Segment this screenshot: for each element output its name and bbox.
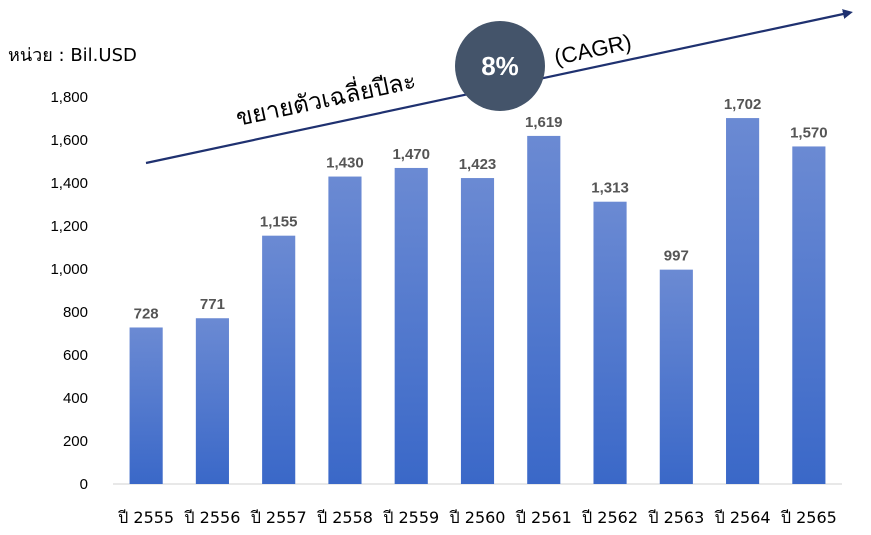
x-tick-label: ปี 2558 xyxy=(317,508,373,527)
bar xyxy=(726,118,760,484)
unit-label: หน่วย : Bil.USD xyxy=(8,45,137,66)
y-tick-label: 1,600 xyxy=(50,132,88,149)
y-tick-label: 800 xyxy=(63,304,88,321)
cagr-suffix: (CAGR) xyxy=(552,29,634,70)
data-label: 1,702 xyxy=(724,96,762,113)
y-tick-label: 1,200 xyxy=(50,218,88,235)
x-tick-label: ปี 2561 xyxy=(515,508,571,527)
data-label: 997 xyxy=(664,248,689,265)
x-tick-label: ปี 2562 xyxy=(582,508,638,527)
bar xyxy=(593,201,627,484)
x-tick-label: ปี 2560 xyxy=(449,508,505,527)
bar xyxy=(394,167,428,484)
cagr-value: 8% xyxy=(481,51,519,81)
data-label: 1,430 xyxy=(326,155,364,172)
x-tick-label: ปี 2564 xyxy=(714,508,770,527)
cagr-label: ขยายตัวเฉลี่ยปีละ xyxy=(233,63,419,131)
y-axis: 0 200 400 600 800 1,000 1,200 1,400 1,600 1,800 xyxy=(50,89,88,493)
cagr-badge xyxy=(455,21,545,111)
bar xyxy=(460,178,495,484)
data-label: 1,470 xyxy=(392,146,430,163)
bar xyxy=(195,318,229,484)
x-tick-label: ปี 2563 xyxy=(648,508,704,527)
y-tick-label: 1,800 xyxy=(50,89,88,106)
x-tick-label: ปี 2557 xyxy=(250,508,306,527)
data-label: 1,423 xyxy=(459,156,497,173)
y-tick-label: 600 xyxy=(63,347,88,364)
data-label: 728 xyxy=(134,305,159,322)
x-tick-label: ปี 2555 xyxy=(118,508,174,527)
bar xyxy=(262,235,296,484)
bar xyxy=(659,269,693,484)
y-tick-label: 0 xyxy=(80,476,88,493)
x-tick-label: ปี 2556 xyxy=(184,508,240,527)
bar xyxy=(129,327,163,484)
y-tick-label: 200 xyxy=(63,433,88,450)
y-tick-label: 1,400 xyxy=(50,175,88,192)
bar xyxy=(328,176,362,485)
data-label: 1,619 xyxy=(525,114,563,131)
data-label: 1,313 xyxy=(591,180,629,197)
y-tick-label: 1,000 xyxy=(50,261,88,278)
bar xyxy=(527,135,561,485)
x-tick-label: ปี 2559 xyxy=(383,508,439,527)
bar xyxy=(792,146,826,484)
data-labels-group: 728 771 1,155 1,430 1,470 1,423 1,619 1,313 997 1… xyxy=(134,96,828,322)
x-tick-labels: ปี 2555 ปี 2556 ปี 2557 ปี 2558 ปี 2559 ปี 25… xyxy=(118,508,837,527)
data-label: 1,155 xyxy=(260,214,298,231)
data-label: 1,570 xyxy=(790,124,828,141)
x-tick-label: ปี 2565 xyxy=(780,508,836,527)
data-label: 771 xyxy=(200,296,225,313)
y-tick-label: 400 xyxy=(63,390,88,407)
bars-group xyxy=(129,118,826,485)
